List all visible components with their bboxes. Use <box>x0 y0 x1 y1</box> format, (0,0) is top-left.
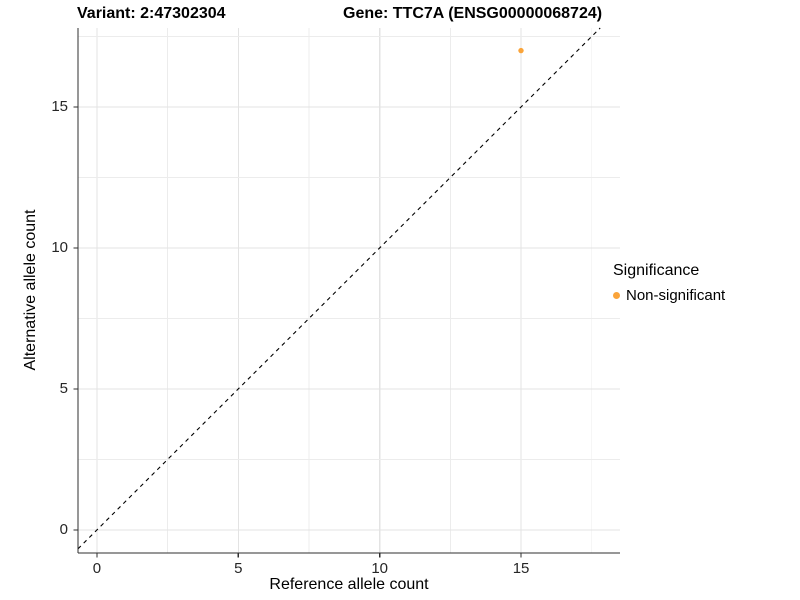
y-tick-label: 0 <box>59 520 68 538</box>
identity-dashed-line <box>77 27 601 550</box>
legend-item-non-significant: Non-significant <box>613 287 725 304</box>
legend-title: Significance <box>613 262 700 279</box>
x-tick-label: 0 <box>92 560 102 577</box>
data-point[interactable] <box>518 47 524 54</box>
x-tick-label: 5 <box>234 560 243 577</box>
plot-title-gene: Gene: TTC7A (ENSG00000068724) <box>343 5 603 22</box>
legend-item-label: Non-significant <box>626 287 726 304</box>
y-tick-label: 15 <box>51 97 68 115</box>
y-axis-label: Alternative allele count <box>22 209 39 371</box>
y-tick-label: 5 <box>59 379 68 397</box>
y-tick-label: 10 <box>51 238 68 256</box>
legend-point-icon <box>613 292 620 299</box>
x-tick-label: 10 <box>371 560 389 577</box>
plot-title-variant: Variant: 2:47302304 <box>77 5 226 22</box>
x-axis-label: Reference allele count <box>269 576 429 593</box>
legend: Significance Non-significant <box>613 262 725 304</box>
x-tick-label: 15 <box>512 560 530 577</box>
